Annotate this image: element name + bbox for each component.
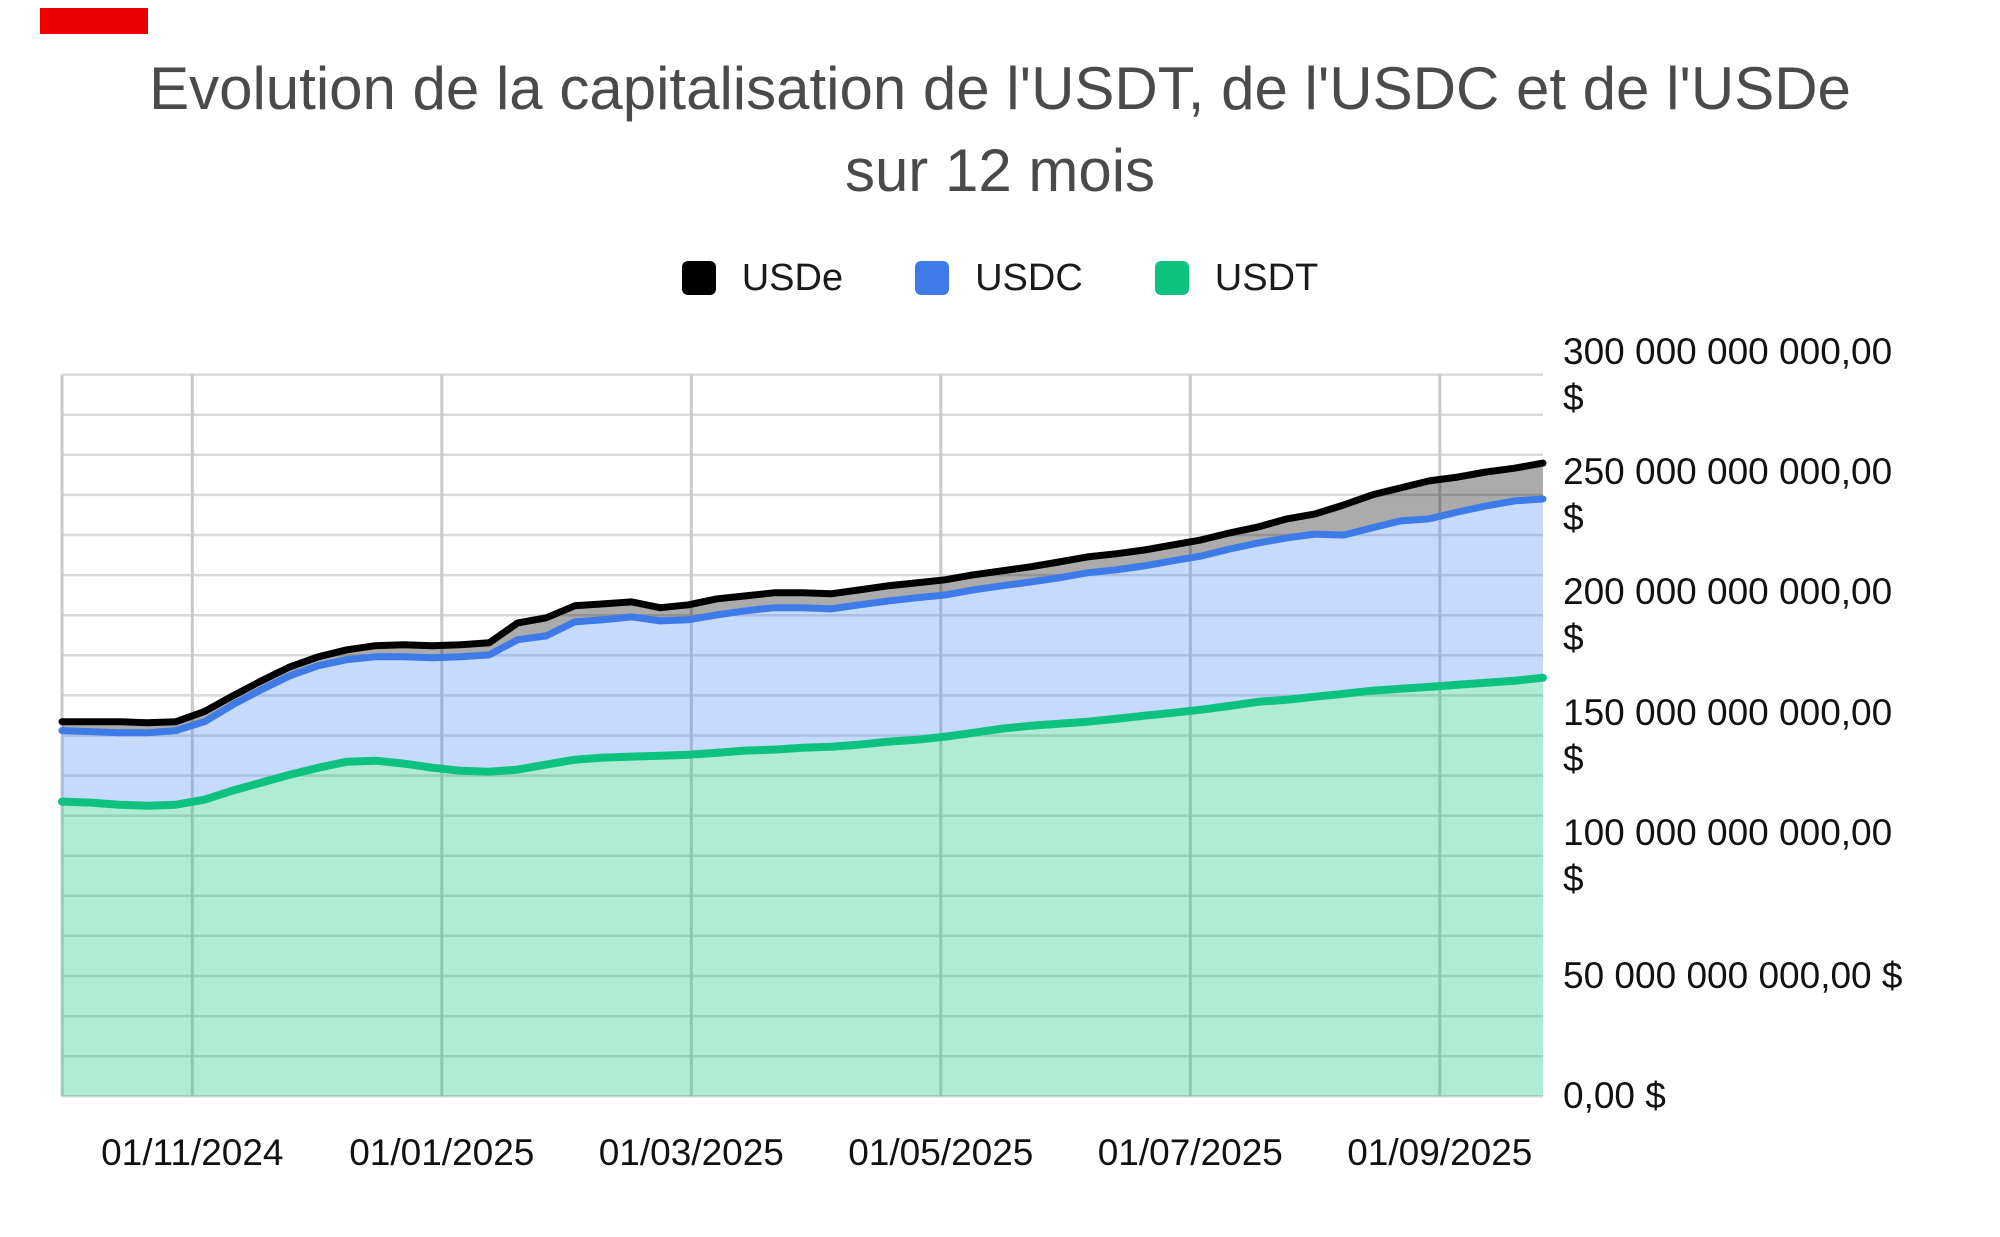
usdc-area bbox=[62, 499, 1543, 806]
red-marker bbox=[40, 8, 148, 34]
legend-item-usdt: USDT bbox=[1154, 256, 1319, 300]
usdc-line bbox=[58, 495, 1547, 737]
chart-legend: USDe USDC USDT bbox=[0, 255, 2000, 301]
legend-label-usdt: USDT bbox=[1214, 256, 1319, 299]
legend-label-usdc: USDC bbox=[975, 256, 1083, 299]
legend-item-usdc: USDC bbox=[915, 257, 1083, 300]
legend-item-usde: USDe bbox=[681, 256, 844, 300]
legend-label-usde: USDe bbox=[741, 256, 844, 299]
usdt-color-swatch bbox=[1154, 261, 1189, 295]
chart-title: Evolution de la capitalisation de l'USDT… bbox=[0, 48, 2000, 212]
usdt-line bbox=[58, 673, 1547, 810]
chart-title-line2: sur 12 mois bbox=[844, 137, 1156, 204]
usdt-area bbox=[62, 677, 1543, 1097]
usdc-color-swatch bbox=[915, 261, 950, 295]
usde-line bbox=[58, 459, 1547, 727]
chart-title-line1: Evolution de la capitalisation de l'USDT… bbox=[149, 55, 1851, 122]
usde-area bbox=[62, 463, 1543, 733]
usde-color-swatch bbox=[681, 261, 716, 295]
